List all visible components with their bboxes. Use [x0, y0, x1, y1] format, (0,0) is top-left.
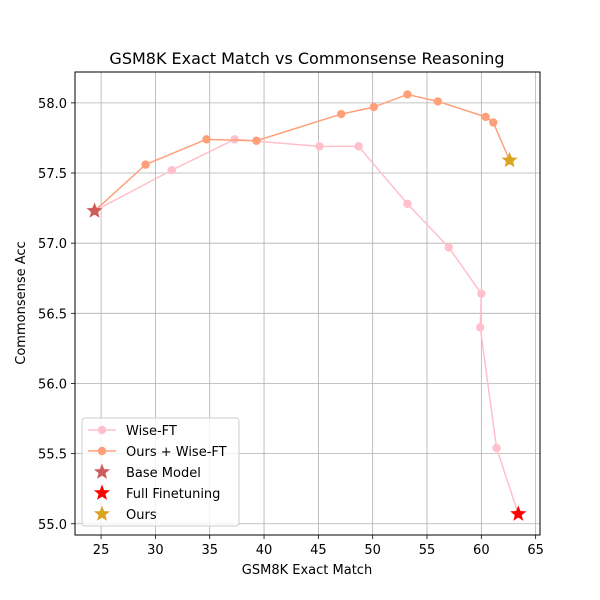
x-tick-label: 65 — [527, 543, 544, 558]
y-tick-label: 58.0 — [38, 97, 67, 112]
ours-wise-ft-point — [336, 109, 346, 119]
y-tick-label: 56.0 — [38, 377, 67, 392]
legend-label-ours-wise-ft: Ours + Wise-FT — [126, 445, 227, 460]
ours-wise-ft-point — [433, 97, 443, 106]
ours-wise-ft-point — [403, 90, 412, 99]
legend-marker-base-model — [93, 463, 111, 479]
ours-wise-ft-point — [369, 102, 378, 112]
plot-frame — [74, 71, 541, 536]
legend-marker-full-finetuning — [93, 484, 111, 500]
legend-label-wise-ft: Wise-FT — [126, 424, 177, 439]
legend-label-full-finetuning: Full Finetuning — [126, 487, 220, 502]
y-tick-label: 57.0 — [38, 237, 67, 252]
grid — [75, 72, 540, 535]
x-tick-label: 60 — [473, 543, 490, 558]
y-tick-label: 55.0 — [38, 518, 67, 533]
wise-ft-point — [444, 243, 453, 252]
wise-ft-point — [492, 443, 501, 453]
full-finetuning-star-marker — [510, 505, 527, 521]
ours-wise-ft-point — [141, 160, 150, 169]
base-model-star-marker — [86, 202, 103, 218]
ours-wise-ft-point — [202, 135, 211, 144]
x-tick-label: 40 — [256, 543, 273, 558]
legend-marker-ours — [93, 505, 111, 521]
x-axis-label: GSM8K Exact Match — [242, 563, 372, 578]
wise-ft-point — [167, 166, 176, 175]
y-axis-label: Commonsense Acc — [14, 241, 29, 364]
ours-wise-ft-point — [489, 118, 498, 127]
ours-star-marker — [501, 151, 518, 168]
legend-box — [81, 417, 240, 527]
legend-label-base-model: Base Model — [126, 466, 201, 481]
x-tick-label: 35 — [201, 543, 218, 558]
legend-label-ours: Ours — [126, 508, 157, 523]
x-tick-label: 55 — [419, 543, 436, 558]
y-tick-label: 55.5 — [38, 448, 67, 463]
axes: 25 30 35 40 45 50 55 60 65 55.0 55.5 56.0 56.5 57.0 57… — [38, 97, 544, 558]
wise-ft-point — [476, 323, 485, 332]
wise-ft-point — [477, 289, 486, 298]
y-tick-label: 57.5 — [38, 167, 67, 182]
x-tick-label: 30 — [147, 543, 164, 558]
ours-wise-ft-point — [252, 136, 261, 145]
legend-marker-ours-wise-ft — [97, 446, 107, 456]
wise-ft-point — [315, 142, 324, 151]
legend-marker-wise-ft — [97, 425, 107, 435]
x-tick-label: 45 — [310, 543, 327, 558]
chart-title: GSM8K Exact Match vs Commonsense Reasoni… — [109, 49, 504, 68]
wise-ft-point — [403, 199, 412, 209]
y-tick-label: 56.5 — [38, 307, 67, 322]
plot-series — [86, 90, 527, 521]
wise-ft-point — [354, 142, 363, 151]
ours-wise-ft-point — [481, 112, 490, 122]
x-tick-label: 25 — [93, 543, 110, 558]
legend: Wise-FT Ours + Wise-FT Base Model Full Fine… — [81, 417, 240, 527]
wise-ft-point — [230, 135, 239, 144]
x-tick-label: 50 — [364, 543, 381, 558]
